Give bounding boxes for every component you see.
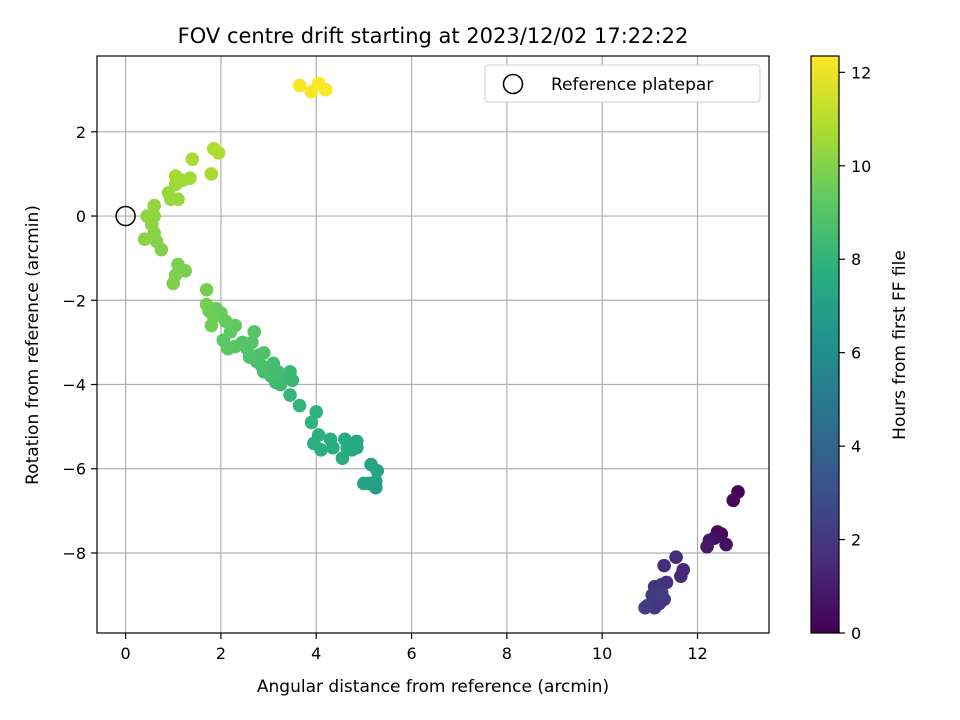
scatter-point [311, 428, 326, 442]
y-tick-label: 0 [76, 207, 86, 226]
scatter-point [318, 82, 333, 97]
scatter-point [304, 415, 319, 430]
scatter-point [335, 451, 350, 466]
scatter-point [700, 539, 714, 554]
plot-frame [96, 55, 770, 634]
scatter-point [247, 325, 262, 339]
scatter-point [147, 198, 161, 213]
scatter-point [257, 346, 271, 360]
scatter-point [309, 405, 324, 419]
scatter-point [292, 398, 307, 413]
x-axis-ticks: 0 2 4 6 8 10 12 [121, 633, 708, 663]
y-tick-label: 2 [76, 123, 86, 142]
colorbar-tick-label: 8 [851, 250, 861, 269]
x-tick-label: 6 [406, 644, 416, 663]
plot-area [97, 56, 769, 633]
x-tick-label: 2 [216, 644, 226, 663]
colorbar-tick-label: 2 [851, 531, 861, 550]
x-axis-label: Angular distance from reference (arcmin) [257, 677, 609, 697]
colorbar-tick-label: 6 [851, 344, 861, 363]
scatter-point [199, 297, 214, 312]
scatter-point [364, 457, 378, 472]
colorbar-ticks: 0 2 4 6 8 10 12 [839, 63, 871, 643]
x-tick-label: 10 [592, 644, 612, 663]
y-axis-ticks: −8 −6 −4 −2 0 2 [62, 123, 97, 563]
colorbar-tick-label: 12 [851, 63, 871, 82]
y-tick-label: −4 [62, 376, 86, 395]
scatter-point [245, 335, 259, 350]
legend-box [484, 64, 761, 103]
chart-title: FOV centre drift starting at 2023/12/02 … [178, 24, 689, 48]
x-tick-label: 0 [121, 644, 131, 663]
scatter-point [166, 276, 181, 291]
colorbar: 0 2 4 6 8 10 12 Hours from first FF file [810, 55, 910, 643]
legend: Reference platepar [484, 64, 761, 103]
y-axis-label: Rotation from reference (arcmin) [23, 205, 43, 485]
scatter-points [137, 76, 745, 615]
scatter-point [204, 318, 219, 333]
scatter-point [183, 171, 197, 185]
scatter-point [657, 558, 671, 573]
y-tick-label: −8 [62, 544, 86, 563]
x-tick-label: 4 [311, 644, 321, 663]
scatter-point [137, 232, 152, 247]
y-tick-label: −6 [62, 460, 86, 479]
colorbar-gradient [810, 55, 840, 634]
scatter-point [719, 537, 733, 552]
x-tick-label: 12 [687, 644, 707, 663]
scatter-point [674, 569, 688, 583]
x-tick-label: 8 [502, 644, 512, 663]
colorbar-tick-label: 10 [851, 157, 871, 176]
scatter-point [654, 586, 669, 600]
scatter-point [168, 169, 183, 183]
scatter-point [211, 146, 226, 160]
scatter-point [185, 152, 200, 166]
legend-label-reference: Reference platepar [551, 75, 713, 95]
legend-marker-reference [502, 73, 524, 95]
reference-platepar-marker [115, 205, 136, 227]
scatter-point [171, 257, 185, 272]
scatter-point [199, 282, 214, 297]
colorbar-tick-label: 0 [851, 624, 861, 643]
scatter-point [726, 493, 741, 508]
colorbar-tick-label: 4 [851, 437, 861, 456]
scatter-point [638, 600, 652, 615]
scatter-point [323, 432, 338, 447]
colorbar-label: Hours from first FF file [890, 250, 910, 440]
scatter-point [669, 550, 683, 564]
scatter-point [204, 167, 219, 181]
scatter-point [283, 388, 297, 402]
scatter-point [340, 440, 355, 455]
scatter-point [147, 209, 161, 223]
y-tick-label: −2 [62, 291, 86, 310]
scatter-point [266, 356, 281, 371]
scatter-point [292, 78, 307, 93]
scatter-point [357, 476, 371, 491]
